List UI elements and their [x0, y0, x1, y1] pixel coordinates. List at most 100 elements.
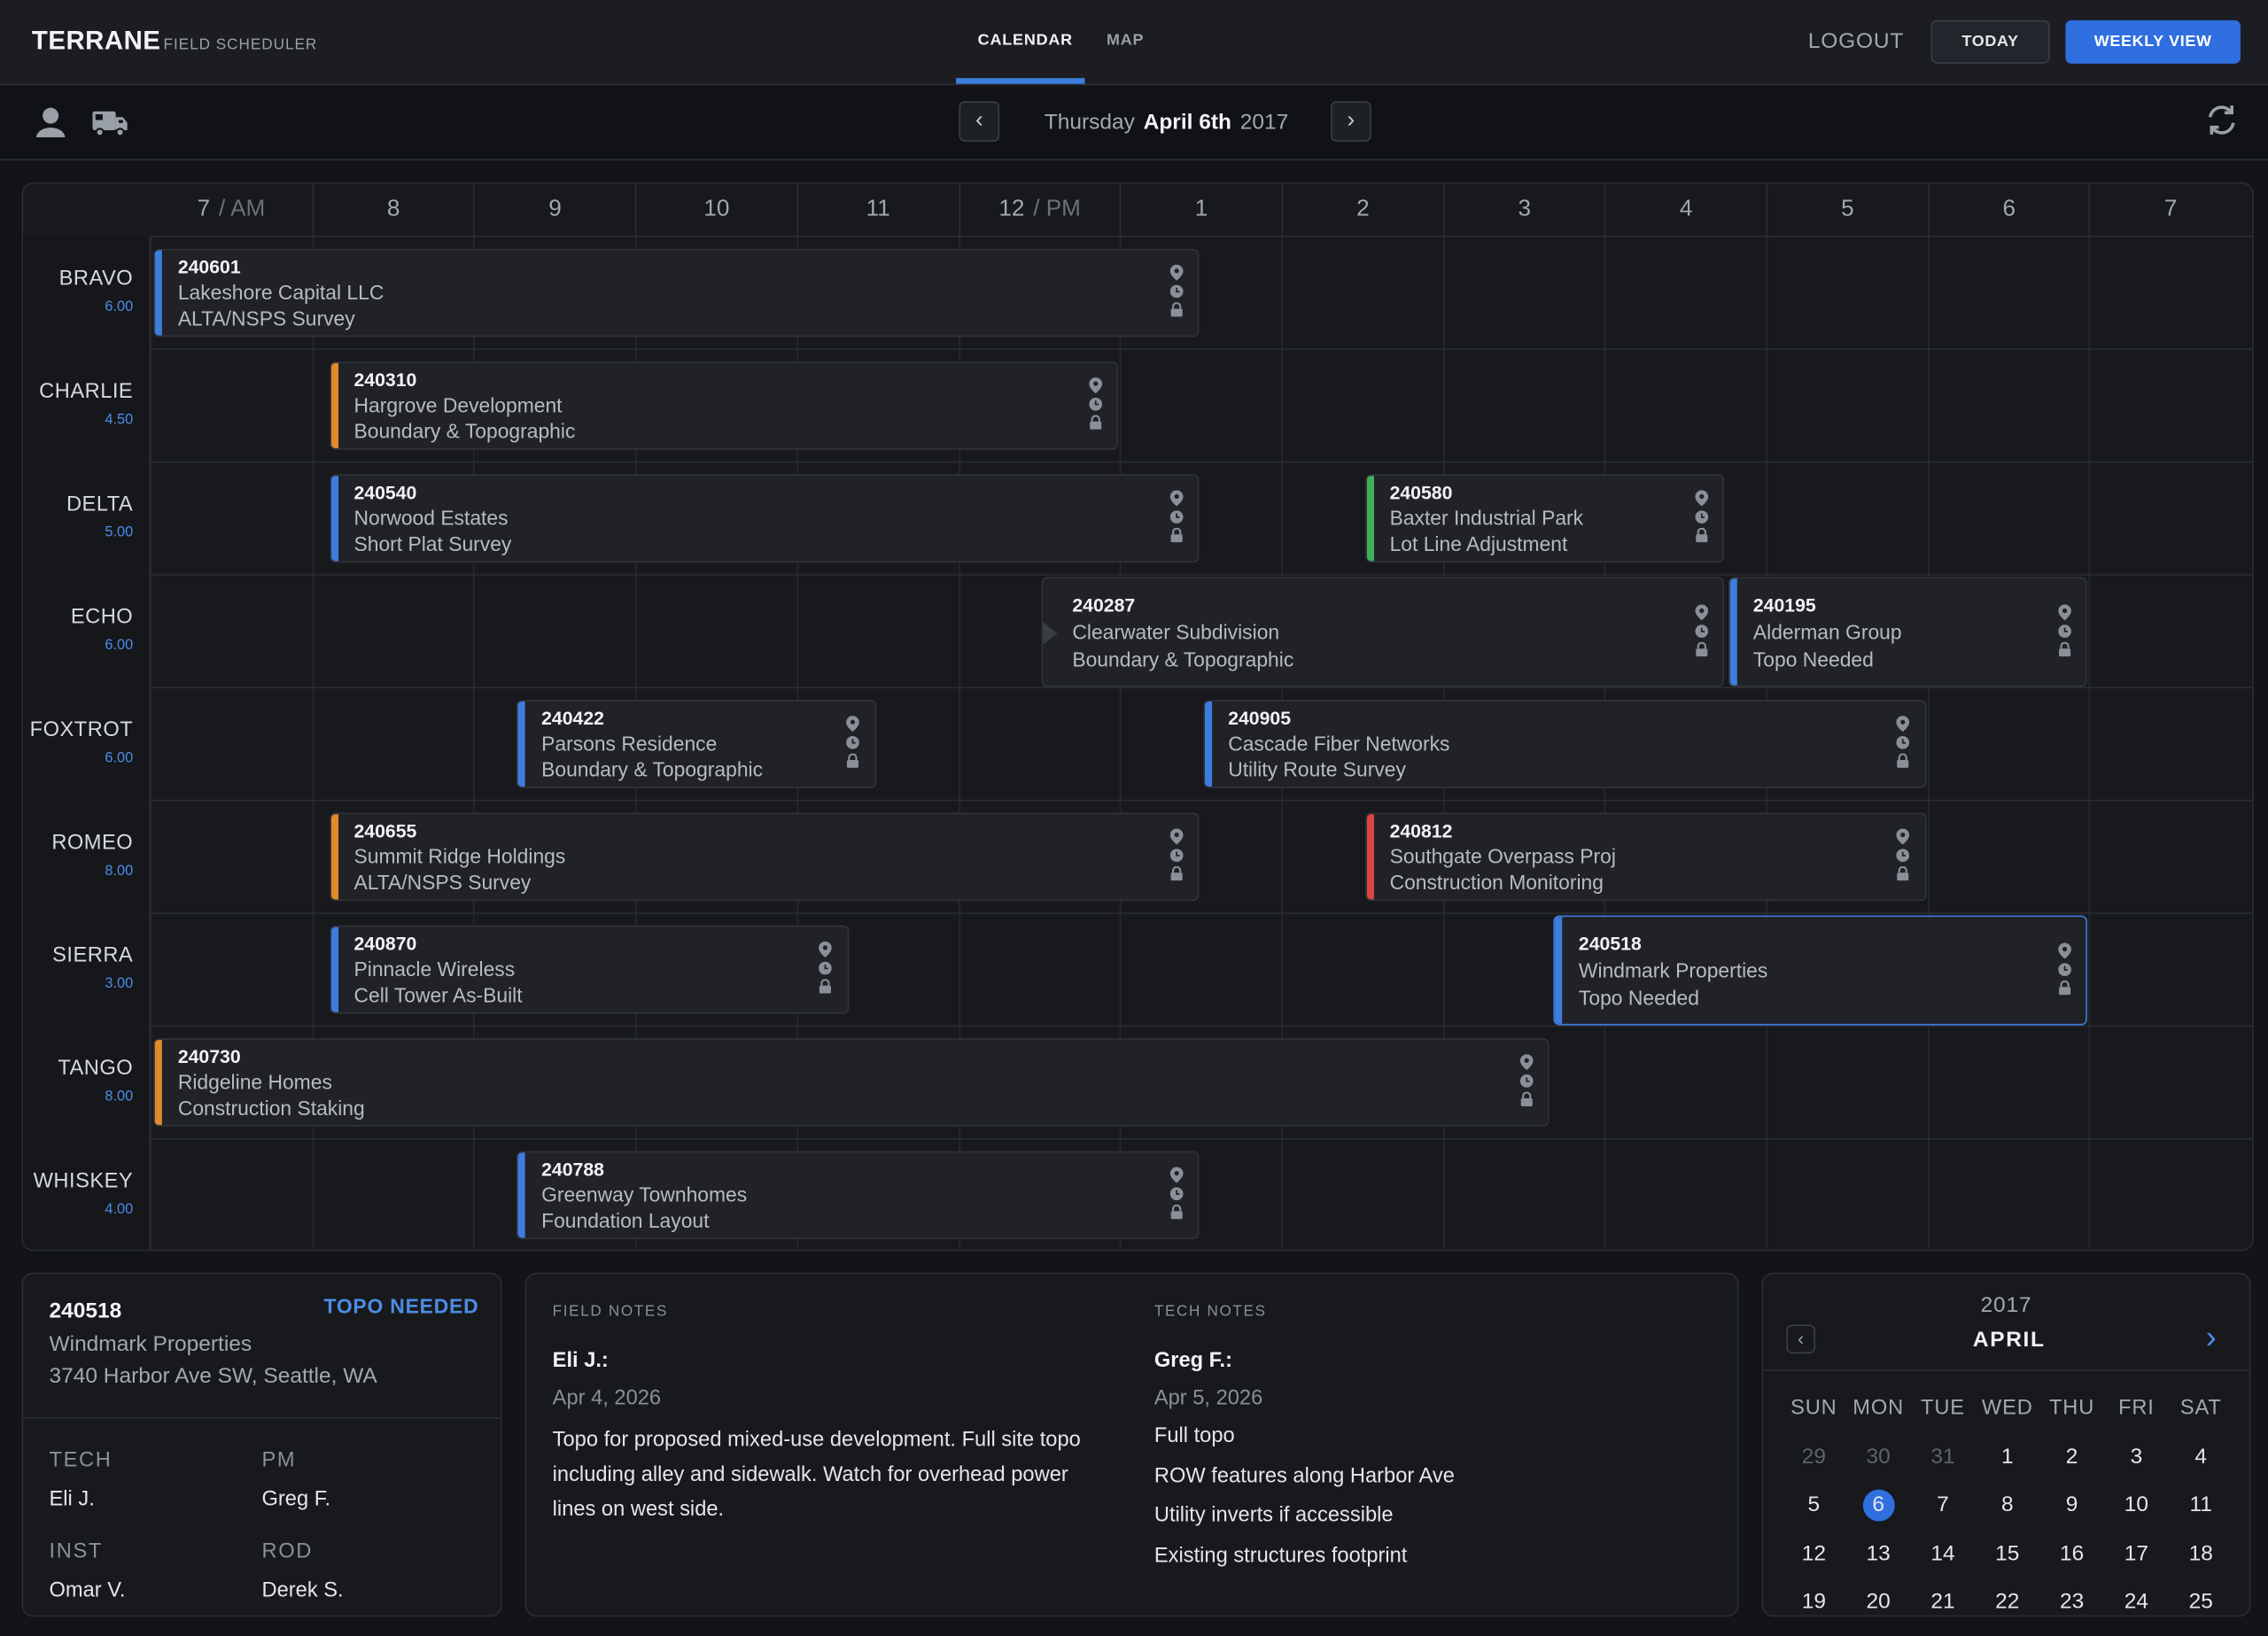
lock-icon[interactable] [2058, 641, 2071, 657]
clock-icon[interactable] [1169, 510, 1183, 524]
calendar-day[interactable]: 23 [2040, 1589, 2104, 1614]
calendar-day[interactable]: 24 [2105, 1589, 2169, 1614]
prev-month-button[interactable]: ‹ [1786, 1324, 1815, 1354]
lock-icon[interactable] [1169, 865, 1183, 881]
prev-day-button[interactable]: ‹ [959, 101, 1000, 142]
calendar-day[interactable]: 21 [1911, 1589, 1975, 1614]
location-pin-icon[interactable] [1694, 490, 1708, 507]
next-day-button[interactable]: › [1331, 101, 1371, 142]
crew-label[interactable]: CHARLIE 4.50 [23, 348, 151, 461]
weekly-view-button[interactable]: WEEKLY VIEW [2065, 19, 2241, 64]
calendar-day[interactable]: 30 [1846, 1445, 1910, 1469]
clock-icon[interactable] [2058, 624, 2071, 638]
logout-link[interactable]: LOGOUT [1807, 28, 1905, 54]
crew-label[interactable]: ROMEO 8.00 [23, 799, 151, 913]
job-card[interactable]: 240655 Summit Ridge Holdings ALTA/NSPS Sur… [329, 812, 1200, 902]
lock-icon[interactable] [1695, 641, 1708, 657]
clock-icon[interactable] [1169, 1187, 1183, 1201]
calendar-day[interactable]: 11 [2169, 1493, 2233, 1517]
calendar-day[interactable]: 16 [2040, 1541, 2104, 1566]
location-pin-icon[interactable] [819, 941, 833, 958]
calendar-day[interactable]: 25 [2169, 1589, 2233, 1614]
crew-label[interactable]: DELTA 5.00 [23, 461, 151, 575]
lock-icon[interactable] [1520, 1091, 1534, 1106]
clock-icon[interactable] [2058, 963, 2071, 977]
location-pin-icon[interactable] [2058, 604, 2071, 621]
clock-icon[interactable] [1519, 1074, 1534, 1088]
location-pin-icon[interactable] [846, 716, 859, 733]
job-card[interactable]: 240812 Southgate Overpass Proj Constructio… [1364, 812, 1927, 902]
job-card[interactable]: 240870 Pinnacle Wireless Cell Tower As-Bui… [329, 925, 849, 1014]
lock-icon[interactable] [1169, 1204, 1183, 1220]
location-pin-icon[interactable] [1896, 716, 1910, 733]
location-pin-icon[interactable] [1169, 490, 1183, 507]
calendar-day[interactable]: 9 [2040, 1493, 2104, 1517]
job-card[interactable]: 240601 Lakeshore Capital LLC ALTA/NSPS Sur… [153, 248, 1200, 337]
calendar-day[interactable]: 7 [1911, 1493, 1975, 1517]
calendar-day[interactable]: 4 [2169, 1445, 2233, 1469]
job-card[interactable]: 240730 Ridgeline Homes Construction Stakin… [153, 1038, 1550, 1127]
lock-icon[interactable] [2058, 980, 2071, 996]
lock-icon[interactable] [1169, 527, 1183, 543]
crew-label[interactable]: FOXTROT 6.00 [23, 686, 151, 800]
crew-label[interactable]: ECHO 6.00 [23, 574, 151, 687]
calendar-day[interactable]: 19 [1782, 1589, 1845, 1614]
clock-icon[interactable] [1169, 849, 1183, 863]
calendar-day[interactable]: 22 [1976, 1589, 2039, 1614]
job-card[interactable]: 240422 Parsons Residence Boundary & Topogr… [517, 700, 876, 788]
today-button[interactable]: TODAY [1930, 19, 2050, 64]
calendar-day[interactable]: 15 [1976, 1541, 2039, 1566]
job-card[interactable]: 240788 Greenway Townhomes Foundation Layou… [517, 1151, 1200, 1240]
job-card[interactable]: 240287 Clearwater Subdivision Boundary & T… [1042, 577, 1725, 687]
clock-icon[interactable] [846, 736, 859, 749]
lock-icon[interactable] [1089, 415, 1102, 430]
job-card[interactable]: 240310 Hargrove Development Boundary & Top… [329, 361, 1119, 450]
lock-icon[interactable] [846, 753, 859, 768]
lock-icon[interactable] [1897, 865, 1910, 881]
crew-label[interactable]: TANGO 8.00 [23, 1025, 151, 1138]
clock-icon[interactable] [819, 961, 833, 975]
calendar-day[interactable]: 12 [1782, 1541, 1845, 1566]
refresh-icon[interactable] [2204, 103, 2239, 137]
clock-icon[interactable] [1088, 397, 1102, 411]
location-pin-icon[interactable] [1519, 1054, 1534, 1071]
next-month-button[interactable]: › [2206, 1319, 2217, 1356]
calendar-day[interactable]: 10 [2105, 1493, 2169, 1517]
location-pin-icon[interactable] [1694, 604, 1708, 621]
job-card[interactable]: 240580 Baxter Industrial Park Lot Line Adj… [1364, 474, 1725, 563]
calendar-day[interactable]: 2 [2040, 1445, 2104, 1469]
crew-label[interactable]: SIERRA 3.00 [23, 912, 151, 1026]
calendar-day[interactable]: 8 [1976, 1493, 2039, 1517]
calendar-day[interactable]: 13 [1846, 1541, 1910, 1566]
truck-icon[interactable] [91, 107, 128, 139]
crew-label[interactable]: BRAVO 6.00 [23, 236, 151, 349]
location-pin-icon[interactable] [1169, 264, 1183, 281]
clock-icon[interactable] [1694, 624, 1708, 638]
calendar-day[interactable]: 18 [2169, 1541, 2233, 1566]
location-pin-icon[interactable] [1896, 828, 1910, 845]
job-card[interactable]: 240540 Norwood Estates Short Plat Survey [329, 474, 1200, 563]
clock-icon[interactable] [1694, 510, 1708, 524]
lock-icon[interactable] [1169, 302, 1183, 317]
lock-icon[interactable] [819, 979, 832, 994]
calendar-day[interactable]: 20 [1846, 1589, 1910, 1614]
job-card[interactable]: 240518 Windmark Properties Topo Needed [1554, 915, 2088, 1026]
clock-icon[interactable] [1169, 284, 1183, 299]
lock-icon[interactable] [1897, 753, 1910, 768]
calendar-day[interactable]: 17 [2105, 1541, 2169, 1566]
lock-icon[interactable] [1695, 527, 1708, 543]
tab-calendar[interactable]: CALENDAR [977, 31, 1073, 50]
tab-map[interactable]: MAP [1106, 31, 1145, 50]
calendar-day[interactable]: 14 [1911, 1541, 1975, 1566]
location-pin-icon[interactable] [2058, 942, 2071, 959]
calendar-day[interactable]: 5 [1782, 1493, 1845, 1517]
calendar-day[interactable]: 1 [1976, 1445, 2039, 1469]
calendar-day[interactable]: 3 [2105, 1445, 2169, 1469]
job-card[interactable]: 240195 Alderman Group Topo Needed [1728, 577, 2088, 687]
user-icon[interactable] [35, 105, 66, 138]
location-pin-icon[interactable] [1088, 377, 1102, 394]
calendar-day[interactable]: 31 [1911, 1445, 1975, 1469]
location-pin-icon[interactable] [1169, 1167, 1183, 1183]
location-pin-icon[interactable] [1169, 828, 1183, 845]
clock-icon[interactable] [1896, 736, 1910, 749]
